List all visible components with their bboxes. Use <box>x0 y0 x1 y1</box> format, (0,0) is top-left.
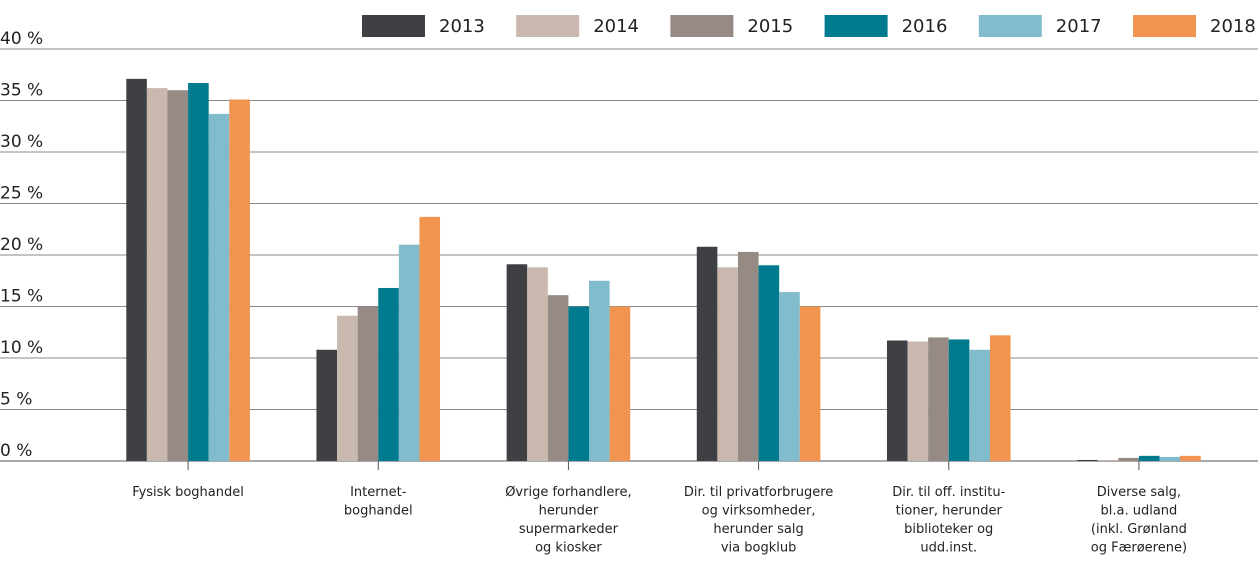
bar <box>1180 455 1201 461</box>
x-tick-label-line: Øvrige forhandlere, <box>505 485 631 500</box>
x-tick-label-line: og Færøerene) <box>1091 540 1187 555</box>
bar <box>208 113 230 461</box>
bar <box>167 90 189 461</box>
x-tick-label-line: (inkl. Grønland <box>1091 522 1187 537</box>
bar <box>229 99 250 461</box>
bar <box>419 216 441 461</box>
bar <box>527 267 548 461</box>
bar <box>1118 457 1139 461</box>
legend-label: 2015 <box>747 16 793 37</box>
bar <box>126 78 147 462</box>
bar <box>779 292 800 461</box>
x-tick-label-line: Dir. til off. institu- <box>892 485 1005 500</box>
y-tick-label: 40 % <box>0 29 43 49</box>
y-tick-label: 0 % <box>0 441 32 461</box>
y-tick-label: 35 % <box>0 81 43 101</box>
x-tick-label: Fysisk boghandel <box>132 485 244 500</box>
bar <box>589 280 610 461</box>
x-tick-label: Diverse salg, bl.a. udland (inkl. Grønland… <box>1091 485 1187 556</box>
legend-label: 2018 <box>1210 16 1256 37</box>
bar <box>969 349 990 461</box>
legend-label: 2013 <box>439 16 485 37</box>
x-tick-label-line: supermarkeder <box>519 522 619 537</box>
legend-swatch <box>1133 15 1196 37</box>
bar <box>799 306 821 461</box>
x-tick-label-line: udd.inst. <box>920 540 977 555</box>
x-tick-label-line: Fysisk boghandel <box>132 485 244 500</box>
bar <box>758 265 780 461</box>
y-tick-label: 10 % <box>0 338 43 358</box>
x-tick-label-line: og kiosker <box>535 540 602 555</box>
bar <box>907 341 929 461</box>
x-tick-label-line: boghandel <box>344 503 413 518</box>
x-tick-label-line: biblioteker og <box>904 522 993 537</box>
x-tick-label: Øvrige forhandlere, herunder supermarkeder… <box>505 485 631 556</box>
bar <box>1138 455 1160 461</box>
bar <box>609 306 631 461</box>
x-tick-label: Internet-boghandel <box>344 485 413 519</box>
legend-swatch <box>516 15 580 37</box>
bar <box>948 339 970 461</box>
legend-swatch <box>362 15 425 37</box>
legend-label: 2014 <box>593 16 639 37</box>
bar <box>886 340 908 461</box>
y-tick-label: 30 % <box>0 132 43 152</box>
legend-swatch <box>670 15 734 37</box>
legend-swatch <box>824 15 888 37</box>
bar <box>188 82 209 462</box>
bar <box>717 267 738 461</box>
x-tick-label-line: Diverse salg, <box>1097 485 1181 500</box>
bar <box>316 349 338 461</box>
y-tick-label: 5 % <box>0 390 32 410</box>
x-tick-label-line: herunder salg <box>713 522 803 537</box>
bar <box>337 315 358 461</box>
x-tick-label-line: via bogklub <box>721 540 797 555</box>
bar <box>506 264 528 461</box>
bar <box>989 335 1011 461</box>
bar <box>568 306 590 461</box>
legend-label: 2016 <box>902 16 948 37</box>
bar <box>146 88 168 461</box>
bar <box>928 337 949 461</box>
bar <box>1077 459 1098 461</box>
y-tick-label: 15 % <box>0 287 43 307</box>
bar <box>398 244 420 461</box>
bar <box>737 251 759 461</box>
x-tick-label: Dir. til privatforbrugere og virksomheder… <box>684 485 833 556</box>
x-tick-label-line: og virksomheder, <box>702 503 816 518</box>
x-tick-label-line: herunder <box>539 503 599 518</box>
bar <box>1097 459 1119 461</box>
bar <box>547 295 569 461</box>
legend-swatch <box>978 15 1042 37</box>
bar <box>378 287 399 461</box>
bar <box>1159 456 1181 461</box>
legend-label: 2017 <box>1056 16 1102 37</box>
bar <box>357 306 379 461</box>
y-tick-label: 25 % <box>0 184 43 204</box>
x-tick-label-line: Internet- <box>350 485 407 500</box>
x-tick-label: Dir. til off. institu-tioner, herunder bi… <box>892 485 1005 556</box>
y-tick-label: 20 % <box>0 235 43 255</box>
x-tick-label-line: Dir. til privatforbrugere <box>684 485 833 500</box>
x-tick-label-line: tioner, herunder <box>896 503 1003 518</box>
x-tick-label-line: bl.a. udland <box>1101 503 1178 518</box>
bar <box>696 246 718 461</box>
